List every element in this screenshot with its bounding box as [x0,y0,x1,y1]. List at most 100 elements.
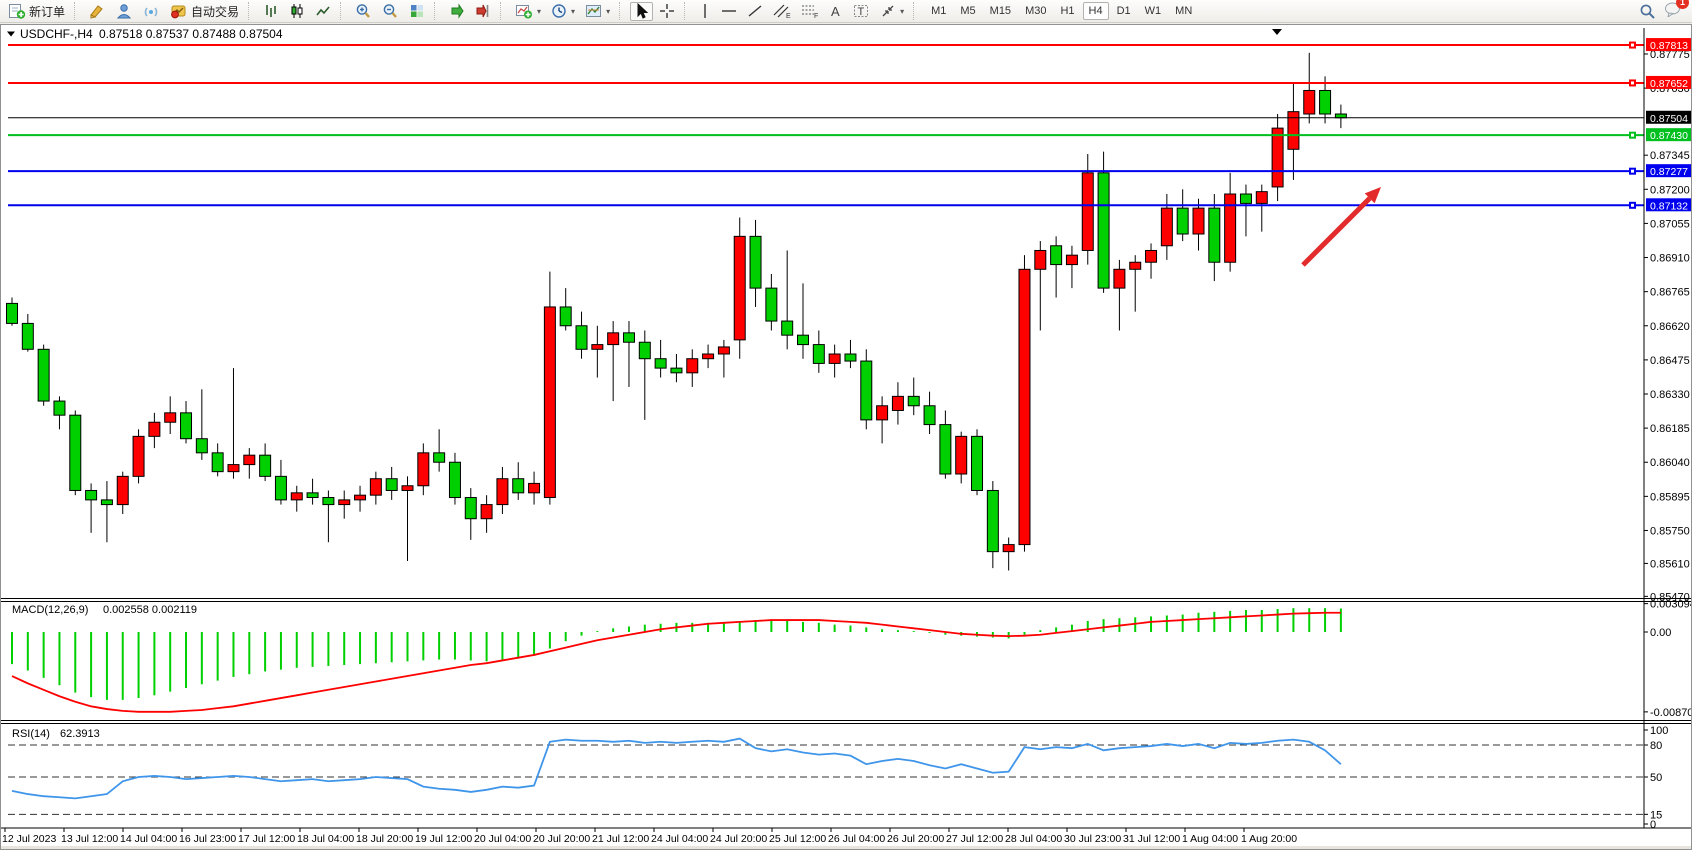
chart-shift-marker-icon[interactable] [1272,29,1282,35]
autotrading-button[interactable]: 自动交易 [166,2,243,21]
cursor-button[interactable] [630,1,654,21]
candle-body [480,504,493,520]
timeframe-button-w1[interactable]: W1 [1139,2,1168,20]
equidistant-channel-button[interactable]: E [769,2,795,21]
candlestick-chart-button[interactable] [285,2,309,21]
price-axis-tick-label: 0.86185 [1650,423,1690,435]
candle-body [1239,193,1252,204]
template-icon [586,5,602,17]
time-axis-label: 18 Jul 04:00 [297,833,354,845]
price-line-label: 0.87132 [1650,200,1688,212]
price-axis-tick-label: 0.85610 [1650,558,1690,570]
candle-body [53,400,66,416]
candle-body [907,395,920,407]
time-axis-label: 14 Jul 04:00 [120,833,177,845]
ohlc-bars-icon [266,5,276,17]
candle-body [559,306,572,327]
candle-body [702,353,715,360]
signals-button[interactable] [139,2,164,21]
candle-body [274,475,287,501]
periods-button[interactable]: ▾ [547,2,579,21]
candle-body [876,405,889,421]
time-axis-label: 21 Jul 12:00 [592,833,649,845]
crosshair-button[interactable] [655,2,679,21]
candle-body [781,320,794,336]
timeframe-button-m30[interactable]: M30 [1019,2,1052,20]
candle-body [828,353,841,364]
autotrading-label: 自动交易 [191,4,240,19]
candle-body [401,485,414,491]
zoom-out-icon [383,4,397,18]
candle-body [211,452,224,473]
annotation-arrow-head[interactable] [1364,187,1381,204]
chart-menu-triangle-icon[interactable] [7,31,15,37]
text-label-button[interactable]: T [849,2,874,21]
rsi-axis-label: 80 [1650,740,1662,752]
vertical-line-button[interactable] [695,2,715,21]
timeframe-button-h1[interactable]: H1 [1054,2,1080,20]
time-axis-label: 27 Jul 12:00 [946,833,1003,845]
price-line-label: 0.87277 [1650,166,1688,178]
arrows-button[interactable]: ▾ [876,2,908,21]
timeframe-button-h4[interactable]: H4 [1082,2,1109,20]
candle-body [1129,261,1142,270]
dropdown-caret: ▾ [571,6,576,16]
text-button[interactable]: A [825,2,847,21]
candle-body [148,421,161,437]
market-watch-button[interactable] [112,2,137,21]
search-icon[interactable] [1639,3,1656,20]
timeframe-button-d1[interactable]: D1 [1111,2,1137,20]
indicators-button[interactable]: ▾ [511,2,545,21]
svg-text:F: F [814,13,818,19]
candle-body [100,499,113,506]
time-axis-label: 1 Aug 04:00 [1182,833,1238,845]
candle-body [369,478,382,496]
candle-body [812,344,825,364]
candle-body [955,435,968,475]
zoom-out-button[interactable] [378,2,403,21]
new-order-button[interactable]: 新订单 [4,2,69,21]
dropdown-caret: ▾ [606,6,611,16]
templates-button[interactable]: ▾ [581,2,614,21]
candle-body [749,235,762,289]
styler-button[interactable] [85,2,110,21]
horizontal-line-button[interactable] [717,2,741,21]
bar-chart-button[interactable] [259,2,283,21]
candle-body [116,475,129,506]
candle-body [575,325,588,350]
timeframe-button-mn[interactable]: MN [1169,2,1198,20]
timeframe-button-m1[interactable]: M1 [925,2,952,20]
candle-body [1255,191,1268,204]
dropdown-caret: ▾ [900,6,905,16]
notifications-button[interactable]: 1 [1664,0,1689,22]
line-chart-icon [316,6,330,16]
chart-window: USDCHF-,H4 0.87518 0.87537 0.87488 0.875… [0,24,1692,850]
trendline-button[interactable] [743,2,767,21]
tile-windows-icon [411,5,424,17]
timeframe-button-m5[interactable]: M5 [954,2,981,20]
line-anchor-center [1631,43,1634,47]
main-toolbar: 新订单 自动交易 [0,0,1692,23]
fibonacci-button[interactable]: F [797,2,823,21]
time-axis-label: 30 Jul 23:00 [1064,833,1121,845]
candle-body [543,306,556,499]
candle-body [1018,268,1031,546]
brush-icon [90,5,103,19]
horizontal-line-icon [722,10,737,12]
crosshair-icon [660,4,675,18]
chart-canvas[interactable]: USDCHF-,H4 0.87518 0.87537 0.87488 0.875… [1,25,1692,850]
zoom-in-button[interactable] [351,2,376,21]
candle-body [1145,249,1158,263]
candle-body [6,302,18,324]
candle-body [417,452,430,487]
line-chart-button[interactable] [311,2,335,21]
text-icon: A [831,4,840,19]
annotation-arrow-line[interactable] [1301,196,1372,267]
candle-body [21,322,34,350]
candle-body [528,482,541,494]
chart-shift-button[interactable] [471,2,495,21]
tile-windows-button[interactable] [405,2,429,21]
auto-scroll-button[interactable] [445,2,469,21]
indicators-icon [516,5,533,19]
timeframe-button-m15[interactable]: M15 [984,2,1017,20]
